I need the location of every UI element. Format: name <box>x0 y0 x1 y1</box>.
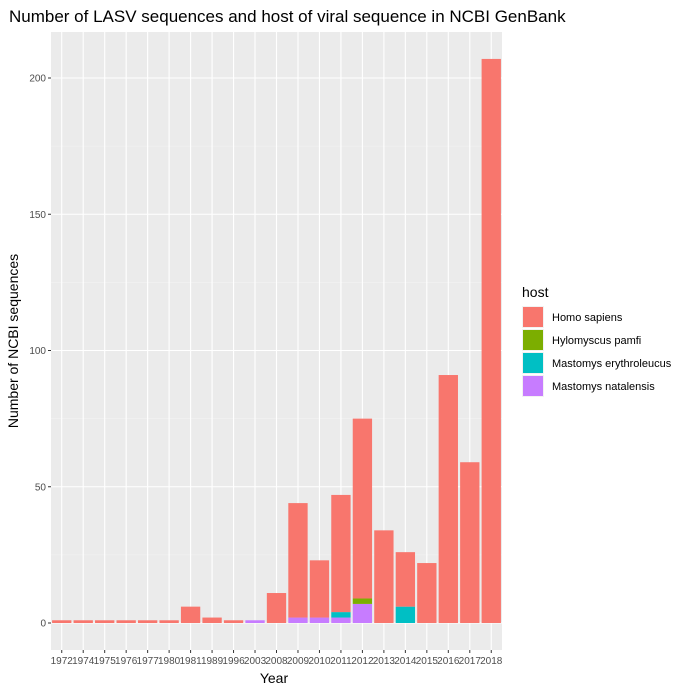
legend-swatch <box>523 330 543 350</box>
bar-segment <box>223 620 244 623</box>
y-tick-label: 0 <box>40 619 46 630</box>
x-tick-label: 1996 <box>222 656 245 667</box>
y-tick-label: 150 <box>29 210 46 221</box>
x-tick-label: 2011 <box>330 656 352 667</box>
x-tick-label: 2010 <box>308 656 331 667</box>
y-tick-label: 200 <box>29 74 46 85</box>
x-tick-label: 1989 <box>201 656 224 667</box>
y-axis: 0 50 100 150 200 <box>29 74 51 630</box>
bar-segment <box>288 617 308 623</box>
bar-segment <box>309 617 330 623</box>
bar-segment <box>288 503 308 618</box>
bar-segment <box>331 494 351 613</box>
bar-segment <box>52 620 72 623</box>
bar-segment <box>159 620 179 623</box>
x-tick-label: 1980 <box>158 656 181 667</box>
legend-swatch <box>523 307 543 327</box>
x-tick-label: 1977 <box>137 656 160 667</box>
legend-swatch <box>523 376 543 396</box>
x-tick-label: 2018 <box>480 656 503 667</box>
x-tick-label: 2012 <box>351 656 374 667</box>
bar-segment <box>116 620 136 623</box>
x-axis: 1972 1974 1975 1976 1977 1980 1981 1989 1996 2003… <box>51 650 503 667</box>
legend-label: Mastomys natalensis <box>552 381 655 393</box>
x-tick-label: 2017 <box>459 656 482 667</box>
grid-lines <box>51 32 502 650</box>
x-tick-label: 1975 <box>94 656 117 667</box>
legend: host Homo sapiens Hylomyscus pamfi Mastomy… <box>522 284 672 397</box>
bar-segment <box>137 620 158 623</box>
y-axis-title: Number of NCBI sequences <box>5 254 21 428</box>
legend-label: Homo sapiens <box>552 312 623 324</box>
y-tick-label: 100 <box>29 346 46 357</box>
bars <box>52 58 501 624</box>
bar-segment <box>331 612 351 618</box>
bar-segment <box>460 462 480 623</box>
bar-segment <box>309 560 330 618</box>
x-tick-label: 2016 <box>437 656 460 667</box>
bar-segment <box>180 606 201 623</box>
legend-label: Hylomyscus pamfi <box>552 335 641 347</box>
legend-label: Mastomys erythroleucus <box>552 358 672 370</box>
bar-segment <box>266 593 287 623</box>
bar-segment <box>438 375 458 623</box>
x-tick-label: 2009 <box>287 656 310 667</box>
bar-segment <box>395 606 416 623</box>
x-tick-label: 2003 <box>244 656 267 667</box>
x-tick-label: 2008 <box>265 656 288 667</box>
x-tick-label: 2014 <box>394 656 417 667</box>
bar-segment <box>352 603 373 623</box>
bar-segment <box>331 617 351 623</box>
legend-title: host <box>522 284 549 300</box>
x-tick-label: 2013 <box>373 656 396 667</box>
bar-segment <box>481 58 501 624</box>
x-tick-label: 1981 <box>179 656 202 667</box>
x-tick-label: 1974 <box>72 656 95 667</box>
bar-segment <box>417 563 437 623</box>
x-tick-label: 2015 <box>416 656 439 667</box>
bar-segment <box>374 530 394 623</box>
x-tick-label: 1972 <box>51 656 74 667</box>
legend-swatch <box>523 353 543 373</box>
x-axis-title: Year <box>260 670 289 686</box>
bar-segment <box>352 418 373 599</box>
chart-title: Number of LASV sequences and host of vir… <box>9 7 566 26</box>
bar-segment <box>95 620 115 623</box>
bar-segment <box>73 620 93 623</box>
y-tick-label: 50 <box>35 482 47 493</box>
bar-segment <box>245 620 265 623</box>
bar-segment <box>352 598 373 604</box>
bar-segment <box>202 617 222 623</box>
bar-segment <box>395 552 416 607</box>
x-tick-label: 1976 <box>115 656 138 667</box>
